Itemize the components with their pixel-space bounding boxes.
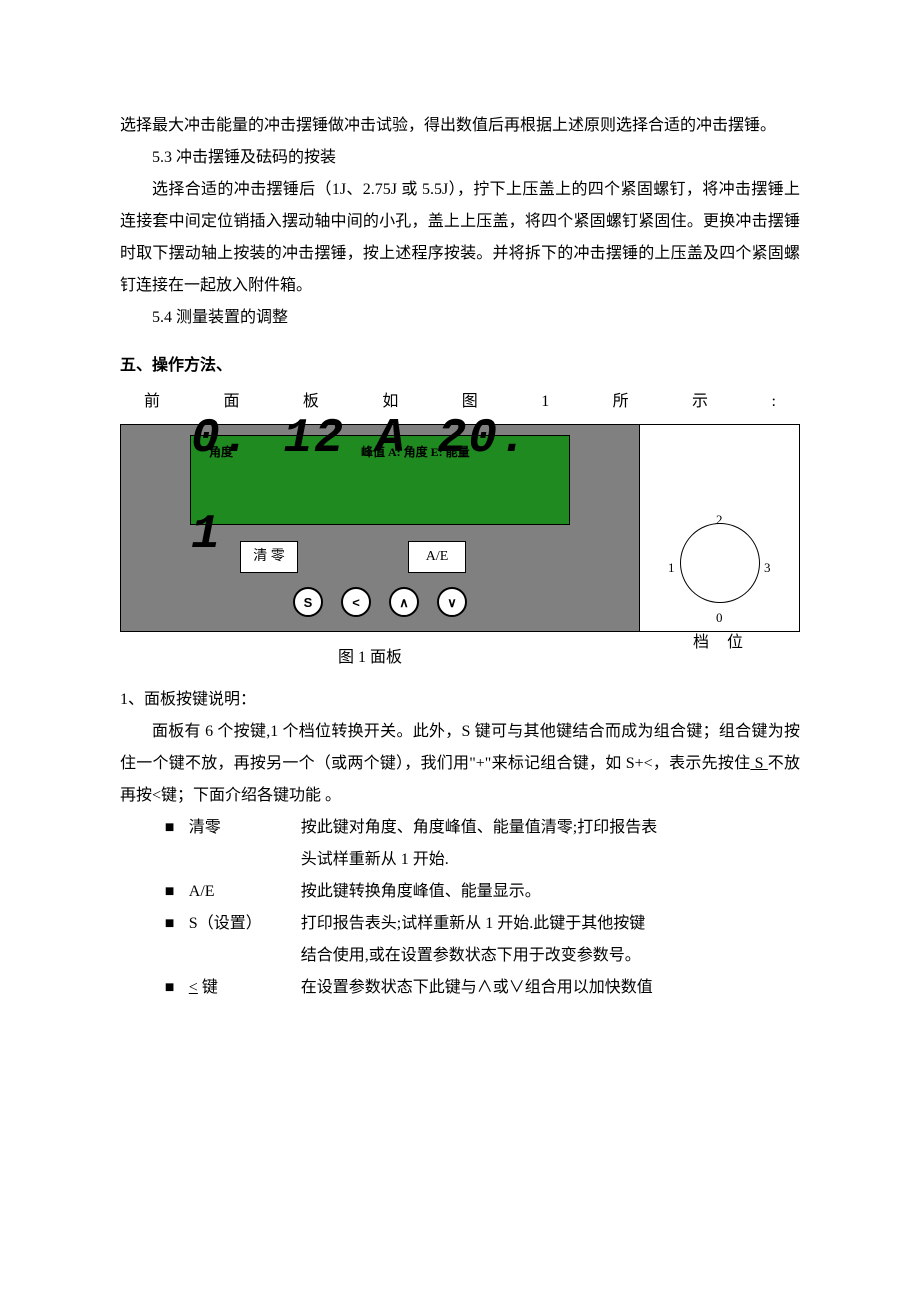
key-name-clear: 清零 [189,812,301,844]
left-button[interactable]: < [341,587,371,617]
key-name-ae: A/E [189,876,301,908]
lcd-display: 角度 峰值 A: 角度 E: 能量 0. 12 A 20. 1 [190,435,570,525]
panel-right: 1 2 3 0 档位 [640,424,800,632]
dial-circle [680,523,760,603]
key-desc-s-cont: 结合使用,或在设置参数状态下用于改变参数号。 [301,940,800,972]
panel-diagram: 角度 峰值 A: 角度 E: 能量 0. 12 A 20. 1 清 零 A/E … [120,424,800,632]
panel-left: 角度 峰值 A: 角度 E: 能量 0. 12 A 20. 1 清 零 A/E … [120,424,640,632]
panel-key-intro: 面板有 6 个按键,1 个档位转换开关。此外，S 键可与其他键结合而成为组合键；… [120,716,800,812]
key-intro-part-a: 面板有 6 个按键,1 个档位转换开关。此外，S 键可与其他键结合而成为组合键；… [120,723,800,772]
spread-char: 前 [144,386,160,418]
lcd-digits: 0. 12 A 20. 1 [191,458,569,516]
dial-label: 档位 [670,627,770,659]
button-row-2: S < ∧ ∨ [190,587,570,617]
key-desc-clear: 按此键对角度、角度峰值、能量值清零;打印报告表 [301,812,800,844]
spread-char: 示 [692,386,708,418]
bullet-icon: ■ [165,812,189,844]
key-function-list: ■ 清零 按此键对角度、角度峰值、能量值清零;打印报告表 头试样重新从 1 开始… [165,812,800,1004]
section-5-heading: 五、操作方法、 [120,350,800,382]
key-name-lt: < 键 [189,972,301,1004]
bullet-icon: ■ [165,908,189,940]
lt-underline: < [189,979,198,996]
key-desc-clear-cont: 头试样重新从 1 开始. [301,844,800,876]
intro-p1: 选择最大冲击能量的冲击摆锤做冲击试验，得出数值后再根据上述原则选择合适的冲击摆锤… [120,110,800,142]
lt-post: 键 [198,979,218,996]
key-item-lt: ■ < 键 在设置参数状态下此键与∧或∨组合用以加快数值 [165,972,800,1004]
key-desc-lt: 在设置参数状态下此键与∧或∨组合用以加快数值 [301,972,800,1004]
section-5-3-title: 5.3 冲击摆锤及砝码的按装 [120,142,800,174]
gear-dial[interactable]: 1 2 3 0 档位 [670,505,770,655]
panel-key-heading: 1、面板按键说明： [120,684,800,716]
key-item-s: ■ S（设置） 打印报告表头;试样重新从 1 开始.此键于其他按键 [165,908,800,940]
bullet-icon: ■ [165,972,189,1004]
key-intro-s-underline: S [750,755,767,772]
key-item-clear: ■ 清零 按此键对角度、角度峰值、能量值清零;打印报告表 [165,812,800,844]
key-desc-s: 打印报告表头;试样重新从 1 开始.此键于其他按键 [301,908,800,940]
down-button[interactable]: ∨ [437,587,467,617]
dial-pos-2: 2 [716,507,723,533]
s-button[interactable]: S [293,587,323,617]
key-item-ae: ■ A/E 按此键转换角度峰值、能量显示。 [165,876,800,908]
spread-char: 所 [613,386,629,418]
spread-char: : [771,386,775,418]
section-5-4-title: 5.4 测量装置的调整 [120,302,800,334]
dial-pos-1: 1 [668,555,675,581]
key-desc-ae: 按此键转换角度峰值、能量显示。 [301,876,800,908]
section-5-3-body: 选择合适的冲击摆锤后（1J、2.75J 或 5.5J），拧下上压盖上的四个紧固螺… [120,174,800,302]
bullet-icon: ■ [165,876,189,908]
key-name-s: S（设置） [189,908,301,940]
dial-pos-3: 3 [764,555,771,581]
up-button[interactable]: ∧ [389,587,419,617]
